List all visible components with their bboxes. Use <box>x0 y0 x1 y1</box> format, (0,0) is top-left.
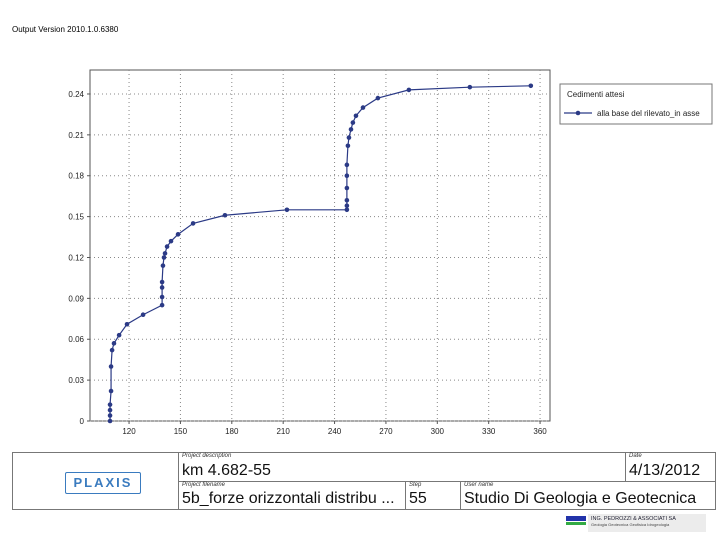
y-tick-label: 0.09 <box>68 294 84 303</box>
data-point <box>107 407 113 413</box>
date-cell: Date 4/13/2012 <box>625 452 716 482</box>
value: Studio Di Geologia e Geotecnica <box>464 490 697 507</box>
y-tick-label: 0.15 <box>68 213 84 222</box>
y-tick-label: 0.18 <box>68 172 84 181</box>
legend-label: alla base del rilevato_in asse <box>597 109 700 118</box>
data-point <box>344 173 350 179</box>
company-sub: Geologia Geotecnica Geofisica Idrogeolog… <box>591 522 670 527</box>
logo-cell: PLAXIS <box>12 452 179 510</box>
y-tick-label: 0.24 <box>68 90 84 99</box>
data-point <box>107 402 113 407</box>
data-point <box>168 238 174 244</box>
legend-swatch-dot <box>575 110 581 116</box>
x-tick-label: 120 <box>122 427 136 436</box>
company-stripe <box>566 522 586 525</box>
data-point <box>159 302 165 308</box>
company-stripe <box>566 516 586 521</box>
desc-cell: Project description km 4.682-55 <box>178 452 626 482</box>
data-point <box>360 105 366 110</box>
data-point <box>116 332 122 338</box>
data-point <box>344 207 350 213</box>
x-tick-label: 270 <box>379 427 393 436</box>
value: 4/13/2012 <box>629 462 701 479</box>
x-tick-label: 210 <box>276 427 290 436</box>
y-tick-label: 0 <box>80 417 85 426</box>
data-point <box>162 251 168 256</box>
data-point <box>159 279 165 285</box>
x-tick-label: 180 <box>225 427 239 436</box>
data-point <box>350 120 356 125</box>
step-cell: Step 55 <box>405 481 461 510</box>
label: User name <box>464 482 494 488</box>
logo: PLAXIS <box>65 472 141 494</box>
data-point <box>346 135 352 140</box>
data-point <box>528 83 534 89</box>
series-line <box>109 85 531 421</box>
data-point <box>111 341 117 346</box>
label: Date <box>629 453 642 459</box>
data-point <box>190 221 196 226</box>
file-cell: Project filename 5b_forze orizzontali di… <box>178 481 406 510</box>
user-cell: User name Studio Di Geologia e Geotecnic… <box>460 481 716 510</box>
data-point <box>107 413 113 418</box>
data-point <box>353 113 359 119</box>
data-point <box>344 185 350 191</box>
y-tick-label: 0.21 <box>68 131 84 140</box>
x-tick-label: 300 <box>431 427 445 436</box>
data-point <box>107 418 113 424</box>
y-tick-label: 0.03 <box>68 376 84 385</box>
data-point <box>159 294 165 300</box>
x-tick-label: 360 <box>533 427 547 436</box>
chart: Cedimenti attesi 0 0.03 0.06 0.09 0.12 0.15 0.… <box>68 69 713 436</box>
x-tick-label: 330 <box>482 427 496 436</box>
data-point <box>140 312 146 318</box>
legend-box <box>559 83 713 125</box>
data-point <box>348 127 354 132</box>
data-point <box>344 203 350 209</box>
label: Project description <box>182 453 232 459</box>
data-point <box>161 255 167 260</box>
data-point <box>175 232 181 237</box>
data-point <box>467 84 473 90</box>
data-point <box>345 143 351 149</box>
y-tick-label: 0.06 <box>68 335 84 344</box>
data-point <box>344 197 350 203</box>
value: 5b_forze orizzontali distribu ... <box>182 490 395 507</box>
company-box: ING. PEDROZZI & ASSOCIATI SA Geologia Ge… <box>588 514 706 532</box>
data-point <box>406 87 412 93</box>
data-point <box>160 263 166 268</box>
x-tick-label: 150 <box>174 427 188 436</box>
x-tick-label: 240 <box>328 427 342 436</box>
data-point <box>124 321 130 327</box>
value: 55 <box>409 490 427 507</box>
data-point <box>159 285 165 290</box>
legend-title: Cedimenti attesi <box>567 90 625 99</box>
data-point <box>108 364 114 369</box>
data-point <box>108 388 114 394</box>
plot-frame <box>89 69 551 422</box>
y-tick-label: 0.12 <box>68 253 84 262</box>
data-point <box>109 347 115 353</box>
company: ING. PEDROZZI & ASSOCIATI SA <box>591 516 676 522</box>
data-point <box>284 207 290 213</box>
output-version: Output Version 2010.1.0.6380 <box>12 25 119 34</box>
value: km 4.682-55 <box>182 462 271 479</box>
label: Step <box>409 482 422 488</box>
data-point <box>222 212 228 218</box>
data-point <box>344 162 350 168</box>
data-point <box>375 95 381 101</box>
data-point <box>164 244 170 249</box>
label: Project filename <box>182 482 226 488</box>
